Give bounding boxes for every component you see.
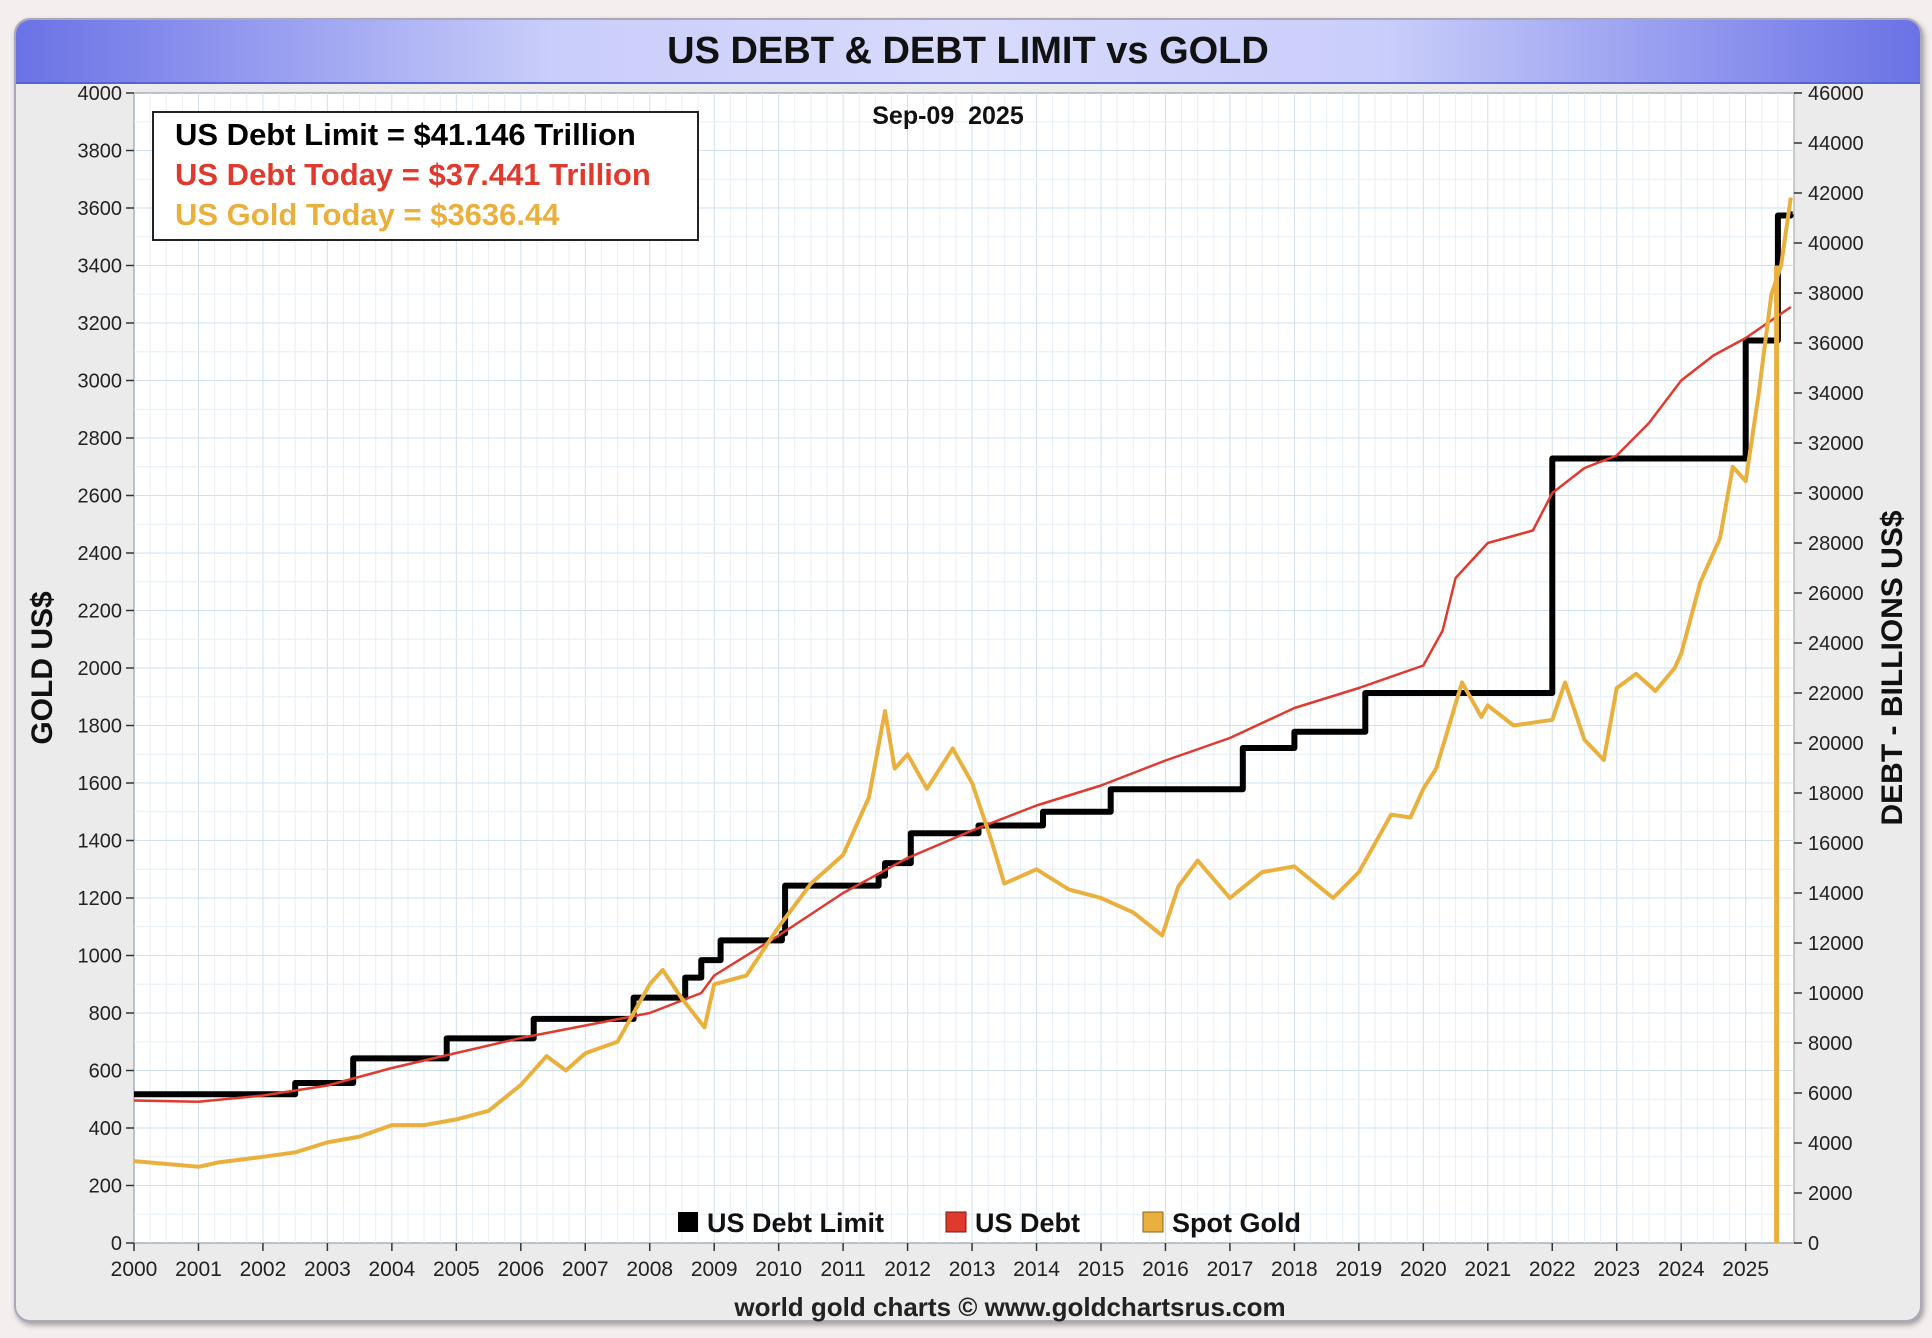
x-tick-label: 2004 [369,1258,416,1281]
left-axis-title: GOLD US$ [26,591,59,745]
right-tick-label: 46000 [1808,83,1864,105]
left-tick-label: 2400 [78,543,123,565]
right-tick-label: 14000 [1808,883,1864,905]
left-tick-label: 800 [89,1003,122,1025]
x-tick-label: 2002 [240,1258,287,1281]
x-tick-label: 2016 [1142,1258,1189,1281]
right-tick-label: 8000 [1808,1033,1853,1055]
x-tick-label: 2024 [1658,1258,1705,1281]
x-tick-label: 2010 [755,1258,802,1281]
x-tick-label: 2025 [1722,1258,1769,1281]
info-debt-limit: US Debt Limit = $41.146 Trillion [175,117,636,152]
left-tick-label: 600 [89,1061,122,1083]
x-tick-label: 2015 [1078,1258,1125,1281]
x-tick-label: 2012 [884,1258,931,1281]
series-line-spot-gold [133,197,1793,1169]
left-tick-label: 4000 [78,83,123,105]
right-tick-label: 12000 [1808,933,1864,955]
legend-label-debt-limit: US Debt Limit [707,1208,884,1238]
x-tick-label: 2023 [1593,1258,1640,1281]
right-tick-label: 4000 [1808,1133,1853,1155]
left-tick-label: 3600 [78,198,123,220]
legend-swatch-gold [1142,1211,1164,1233]
right-axis-title: DEBT - BILLIONS US$ [1876,510,1909,825]
left-tick-label: 2600 [78,486,123,508]
x-tick-label: 2021 [1464,1258,1511,1281]
right-tick-label: 32000 [1808,433,1864,455]
left-tick-label: 3000 [78,371,123,393]
right-tick-label: 36000 [1808,333,1864,355]
left-tick-label: 1000 [78,946,123,968]
left-tick-label: 1800 [78,716,123,738]
left-tick-label: 0 [111,1233,122,1255]
legend-swatch-debt-limit [678,1212,698,1232]
chart-title: US DEBT & DEBT LIMIT vs GOLD [16,20,1920,84]
right-tick-label: 0 [1808,1233,1819,1255]
left-tick-label: 2000 [78,658,123,680]
left-tick-label: 2200 [78,601,123,623]
axes: 2000 2001 2002 2003 2004 2005 2006 2007 2008 2009… [78,83,1864,1281]
right-tick-label: 34000 [1808,383,1864,405]
left-tick-label: 1400 [78,831,123,853]
right-tick-label: 16000 [1808,833,1864,855]
right-tick-label: 10000 [1808,983,1864,1005]
right-tick-label: 20000 [1808,733,1864,755]
right-tick-label: 26000 [1808,583,1864,605]
x-tick-label: 2001 [175,1258,222,1281]
legend-label-debt: US Debt [975,1208,1080,1238]
right-tick-label: 44000 [1808,133,1864,155]
right-tick-label: 22000 [1808,683,1864,705]
x-tick-label: 2013 [949,1258,996,1281]
right-tick-label: 18000 [1808,783,1864,805]
left-tick-label: 1600 [78,773,123,795]
right-tick-label: 24000 [1808,633,1864,655]
x-tick-label: 2018 [1271,1258,1318,1281]
series-layer [133,197,1794,1243]
x-tick-label: 2011 [821,1258,866,1281]
x-tick-label: 2003 [304,1258,351,1281]
x-tick-label: 2006 [497,1258,544,1281]
x-tick-label: 2020 [1400,1258,1447,1281]
right-tick-label: 40000 [1808,233,1864,255]
series-line-us-debt [133,305,1792,1104]
x-tick-label: 2009 [691,1258,738,1281]
right-tick-label: 42000 [1808,183,1864,205]
left-tick-label: 3200 [78,313,123,335]
left-tick-label: 3800 [78,141,123,163]
legend-label-gold: Spot Gold [1172,1208,1301,1238]
footer-credit: world gold charts © www.goldchartsrus.co… [733,1292,1285,1322]
info-box [152,111,699,241]
x-tick-label: 2007 [562,1258,609,1281]
x-tick-label: 2014 [1013,1258,1060,1281]
x-tick-label: 2005 [433,1258,480,1281]
right-tick-label: 30000 [1808,483,1864,505]
info-debt-today: US Debt Today = $37.441 Trillion [175,157,651,192]
legend-swatch-debt [945,1211,967,1233]
x-tick-label: 2017 [1207,1258,1254,1281]
right-tick-label: 28000 [1808,533,1864,555]
left-tick-label: 1200 [78,888,123,910]
left-tick-label: 3400 [78,256,123,278]
left-tick-label: 400 [89,1118,122,1140]
left-tick-label: 200 [89,1176,122,1198]
x-tick-label: 2000 [111,1258,158,1281]
right-tick-label: 38000 [1808,283,1864,305]
date-label: Sep-09 2025 [872,102,1024,130]
info-gold-today: US Gold Today = $3636.44 [175,197,560,232]
right-tick-label: 6000 [1808,1083,1853,1105]
x-tick-label: 2019 [1335,1258,1382,1281]
x-tick-label: 2022 [1529,1258,1576,1281]
left-tick-label: 2800 [78,428,123,450]
x-tick-label: 2008 [626,1258,673,1281]
right-tick-label: 2000 [1808,1183,1853,1205]
